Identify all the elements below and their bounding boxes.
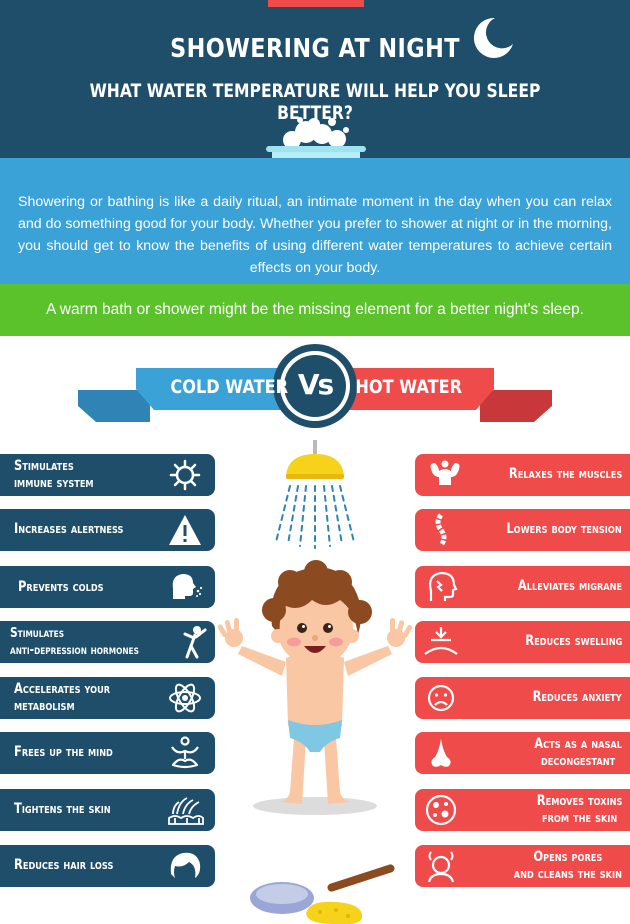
- highlight-text: A warm bath or shower might be the missi…: [46, 301, 584, 318]
- virus-icon: [169, 459, 201, 491]
- hot-benefit-label: Acts as a nasal decongestant: [534, 736, 622, 769]
- top-accent-bar: [268, 0, 364, 7]
- hot-benefit-item: Acts as a nasal decongestant: [415, 732, 630, 774]
- hot-benefit-item: Reduces swelling: [415, 621, 630, 663]
- hot-benefit-item: Opens pores and cleans the skin: [415, 845, 630, 887]
- vs-label: Vs: [297, 368, 334, 401]
- cold-benefit-item: Reduces hair loss: [0, 845, 215, 887]
- sneeze-icon: [172, 574, 203, 599]
- intro-text: Showering or bathing is like a daily rit…: [18, 194, 612, 276]
- cold-benefit-label: Frees up the mind: [14, 744, 113, 760]
- meditation-icon: [171, 736, 199, 769]
- hot-benefit-item: Relaxes the muscles: [415, 454, 630, 496]
- cold-benefit-item: Prevents colds: [0, 566, 215, 608]
- cold-benefit-label: Tightens the skin: [14, 801, 111, 817]
- cold-water-label: COLD WATER: [170, 376, 289, 398]
- warning-icon: [169, 515, 201, 545]
- versus-ribbon: [78, 344, 552, 428]
- cold-benefit-item: Frees up the mind: [0, 732, 215, 774]
- page-title: SHOWERING AT NIGHT: [170, 34, 460, 64]
- muscle-icon: [430, 460, 460, 485]
- hot-benefit-item: Reduces anxiety: [415, 677, 630, 719]
- hot-benefit-label: Removes toxins from the skin: [536, 793, 622, 826]
- cold-benefit-item: Stimulates anti-depression hormones: [0, 621, 215, 663]
- head-pain-icon: [429, 571, 458, 601]
- swelling-icon: [424, 627, 458, 655]
- hot-benefit-label: Reduces swelling: [524, 633, 622, 649]
- sad-face-icon: [427, 684, 455, 712]
- hot-benefit-label: Reduces anxiety: [532, 689, 622, 705]
- header-banner: SHOWERING AT NIGHT WHAT WATER TEMPERATUR…: [0, 0, 630, 183]
- hot-benefit-item: Lowers body tension: [415, 509, 630, 551]
- hot-benefit-label: Relaxes the muscles: [508, 466, 622, 482]
- hot-water-label: HOT WATER: [355, 376, 463, 398]
- hot-benefit-label: Lowers body tension: [506, 521, 622, 537]
- face-steam-icon: [427, 851, 455, 883]
- shower-head-icon: [286, 440, 344, 479]
- cold-benefit-label: Prevents colds: [18, 579, 104, 595]
- nose-icon: [431, 739, 451, 767]
- hot-benefit-item: Alleviates migrane: [415, 566, 630, 608]
- cold-benefit-item: Accelerates your metabolism: [0, 677, 215, 719]
- atom-icon: [169, 683, 201, 713]
- versus-banner: COLD WATER Vs HOT WATER: [0, 340, 630, 430]
- cold-benefit-label: Accelerates your metabolism: [14, 681, 111, 714]
- skin-hair-icon: [168, 797, 204, 825]
- hair-icon: [170, 852, 201, 878]
- hot-benefit-label: Alleviates migrane: [517, 578, 622, 594]
- cold-benefit-item: Stimulates immune system: [0, 454, 215, 496]
- toxin-icon: [425, 794, 457, 826]
- cold-benefit-label: Increases alertness: [14, 521, 124, 537]
- child-shower-illustration: [217, 440, 413, 924]
- cold-benefit-item: Increases alertness: [0, 509, 215, 551]
- cold-benefit-item: Tightens the skin: [0, 789, 215, 831]
- cold-benefit-label: Stimulates anti-depression hormones: [10, 626, 139, 658]
- cold-benefit-label: Reduces hair loss: [14, 857, 114, 873]
- hot-benefit-label: Opens pores and cleans the skin: [513, 849, 622, 882]
- moon-icon: [473, 17, 513, 58]
- hot-benefit-item: Removes toxins from the skin: [415, 789, 630, 831]
- intro-section: Showering or bathing is like a daily rit…: [0, 158, 630, 284]
- highlight-banner: A warm bath or shower might be the missi…: [0, 284, 630, 336]
- cold-benefit-label: Stimulates immune system: [14, 458, 94, 491]
- spine-icon: [435, 513, 447, 547]
- happy-person-icon: [183, 626, 207, 659]
- brush-sponge-icon: [250, 864, 395, 924]
- page-subtitle: WHAT WATER TEMPERATURE WILL HELP YOU SLE…: [89, 80, 541, 124]
